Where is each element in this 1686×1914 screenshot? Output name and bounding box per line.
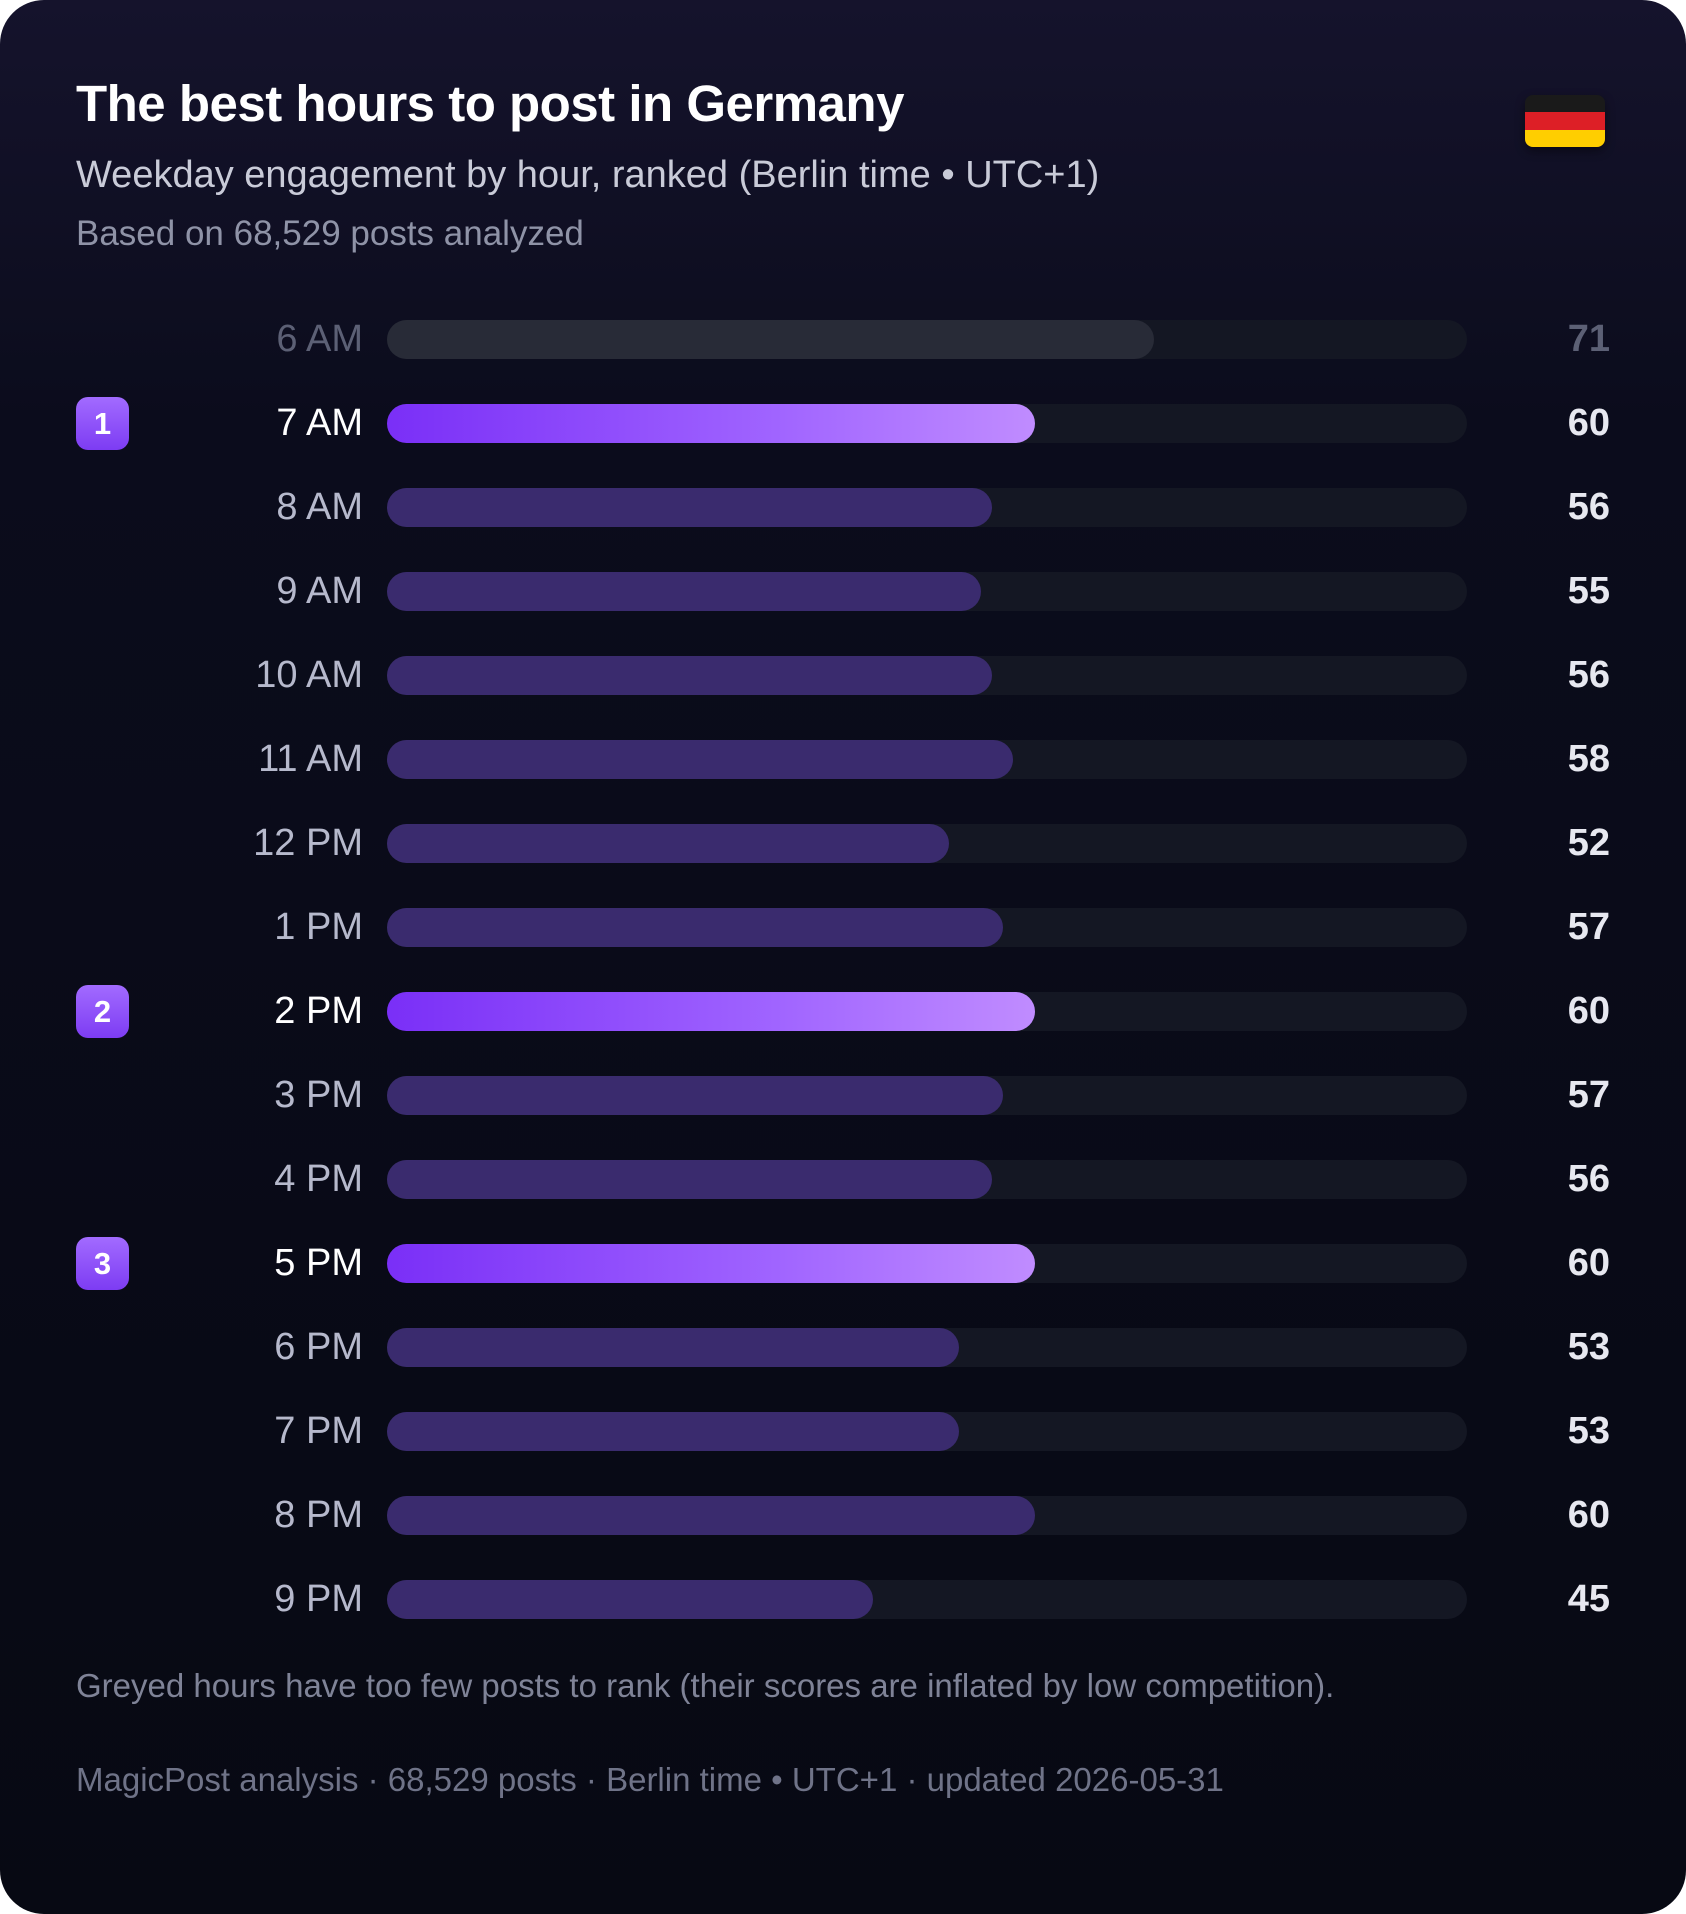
value-label: 55 [1567, 570, 1610, 612]
hour-label: 9 AM [276, 570, 363, 612]
rank-badge: 1 [76, 397, 129, 450]
value-label: 60 [1567, 990, 1610, 1032]
hour-label: 9 PM [274, 1578, 363, 1620]
bar-row: 2 2 PM 60 [0, 969, 1686, 1053]
value-label: 56 [1567, 486, 1610, 528]
bar [387, 908, 1003, 947]
chart-subtitle: Weekday engagement by hour, ranked (Berl… [76, 154, 1100, 196]
bar-row: 7 PM 53 [0, 1389, 1686, 1473]
bar-row: 8 PM 60 [0, 1473, 1686, 1557]
hour-label: 4 PM [274, 1158, 363, 1200]
hour-label: 2 PM [274, 990, 363, 1032]
bar-row: 4 PM 56 [0, 1137, 1686, 1221]
value-label: 71 [1567, 318, 1610, 360]
value-label: 57 [1567, 1074, 1610, 1116]
hour-label: 7 AM [276, 402, 363, 444]
chart-title: The best hours to post in Germany [76, 75, 904, 132]
value-label: 60 [1567, 402, 1610, 444]
hour-label: 7 PM [274, 1410, 363, 1452]
bar-row: 1 PM 57 [0, 885, 1686, 969]
hour-label: 3 PM [274, 1074, 363, 1116]
bar [387, 1244, 1035, 1283]
hour-label: 6 PM [274, 1326, 363, 1368]
posts-analyzed-note: Based on 68,529 posts analyzed [76, 214, 584, 253]
value-label: 56 [1567, 1158, 1610, 1200]
bar-row: 10 AM 56 [0, 633, 1686, 717]
greyed-hours-note: Greyed hours have too few posts to rank … [76, 1667, 1335, 1704]
bar [387, 740, 1013, 779]
bar [387, 1160, 992, 1199]
hour-label: 8 AM [276, 486, 363, 528]
bar [387, 1412, 959, 1451]
hour-label: 5 PM [274, 1242, 363, 1284]
bar-row: 3 PM 57 [0, 1053, 1686, 1137]
bar [387, 320, 1154, 359]
bar-row: 12 PM 52 [0, 801, 1686, 885]
bar-row: 3 5 PM 60 [0, 1221, 1686, 1305]
value-label: 53 [1567, 1410, 1610, 1452]
value-label: 52 [1567, 822, 1610, 864]
bar-row: 9 PM 45 [0, 1557, 1686, 1641]
value-label: 60 [1567, 1242, 1610, 1284]
value-label: 53 [1567, 1326, 1610, 1368]
hour-label: 11 AM [258, 738, 363, 780]
bar-row: 1 7 AM 60 [0, 381, 1686, 465]
rank-badge: 2 [76, 985, 129, 1038]
value-label: 57 [1567, 906, 1610, 948]
value-label: 58 [1567, 738, 1610, 780]
bar-row: 8 AM 56 [0, 465, 1686, 549]
germany-flag-icon [1525, 95, 1605, 147]
bar [387, 992, 1035, 1031]
bar [387, 488, 992, 527]
bar-row: 9 AM 55 [0, 549, 1686, 633]
hour-label: 6 AM [276, 318, 363, 360]
bar-row: 11 AM 58 [0, 717, 1686, 801]
bar-row: 6 AM 71 [0, 297, 1686, 381]
hour-label: 12 PM [253, 822, 363, 864]
bar-row: 6 PM 53 [0, 1305, 1686, 1389]
bar [387, 1580, 873, 1619]
bar [387, 404, 1035, 443]
bar [387, 824, 949, 863]
bar [387, 1076, 1003, 1115]
bar [387, 572, 981, 611]
hour-label: 1 PM [274, 906, 363, 948]
bar [387, 1496, 1035, 1535]
rank-badge: 3 [76, 1237, 129, 1290]
bar [387, 656, 992, 695]
hour-label: 10 AM [255, 654, 363, 696]
value-label: 60 [1567, 1494, 1610, 1536]
hour-label: 8 PM [274, 1494, 363, 1536]
value-label: 56 [1567, 654, 1610, 696]
footer-source: MagicPost analysis · 68,529 posts · Berl… [76, 1761, 1224, 1798]
value-label: 45 [1567, 1578, 1610, 1620]
bar [387, 1328, 959, 1367]
